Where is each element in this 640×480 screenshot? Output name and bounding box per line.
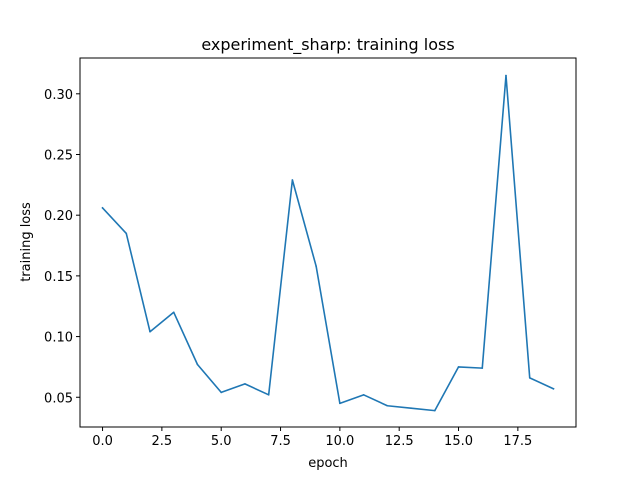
y-tick-label: 0.05 bbox=[44, 391, 73, 406]
y-axis-ticks: 0.05 0.10 0.15 0.20 0.25 0.30 bbox=[44, 88, 80, 406]
x-tick-label: 10.0 bbox=[325, 434, 354, 449]
x-tick-label: 17.5 bbox=[503, 434, 532, 449]
data-point bbox=[172, 311, 175, 314]
data-point bbox=[433, 409, 436, 412]
data-point bbox=[244, 383, 246, 385]
x-tick-label: 7.5 bbox=[270, 434, 291, 449]
data-point bbox=[505, 74, 507, 77]
data-point bbox=[149, 330, 151, 333]
data-point bbox=[528, 377, 531, 379]
axes-frame bbox=[79, 57, 577, 428]
x-axis-ticks: 0.0 2.5 5.0 7.5 10.0 12.5 15.0 17.5 bbox=[92, 427, 532, 449]
x-axis-label: epoch bbox=[308, 456, 348, 471]
series-line bbox=[101, 74, 555, 412]
data-point bbox=[339, 402, 341, 405]
x-tick-label: 0.0 bbox=[92, 434, 113, 449]
series-layer bbox=[101, 74, 555, 412]
data-point bbox=[362, 394, 365, 396]
data-point bbox=[101, 207, 104, 209]
data-point bbox=[220, 391, 223, 394]
plot-area bbox=[79, 57, 577, 428]
data-point bbox=[291, 179, 294, 181]
data-point bbox=[315, 265, 317, 267]
data-point bbox=[125, 232, 128, 235]
x-tick-label: 15.0 bbox=[444, 434, 473, 449]
x-tick-label: 2.5 bbox=[152, 434, 173, 449]
x-tick-label: 5.0 bbox=[211, 434, 232, 449]
y-axis-label: training loss bbox=[19, 202, 34, 282]
y-tick-label: 0.20 bbox=[44, 209, 73, 224]
data-point bbox=[196, 363, 199, 366]
y-tick-label: 0.25 bbox=[44, 148, 73, 163]
data-point bbox=[386, 404, 389, 407]
data-point bbox=[481, 367, 484, 369]
y-tick-label: 0.10 bbox=[44, 331, 73, 346]
chart-title: experiment_sharp: training loss bbox=[201, 35, 454, 55]
data-point bbox=[457, 366, 460, 368]
x-tick-label: 12.5 bbox=[385, 434, 414, 449]
y-tick-label: 0.15 bbox=[44, 270, 73, 285]
data-point bbox=[410, 407, 412, 409]
y-tick-label: 0.30 bbox=[44, 88, 73, 103]
data-point bbox=[552, 387, 555, 390]
data-point bbox=[267, 394, 270, 396]
